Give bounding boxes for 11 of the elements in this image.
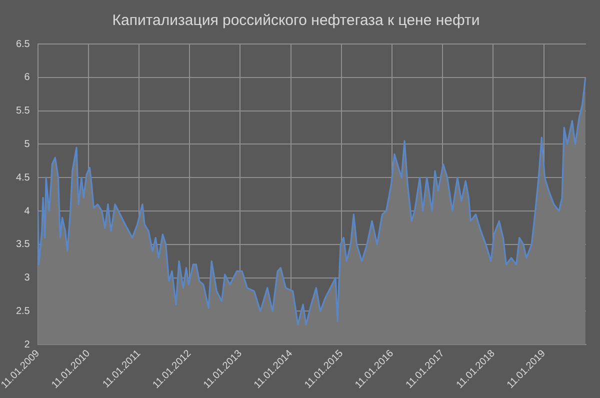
y-tick-label: 3 <box>24 272 30 284</box>
y-tick-label: 3.5 <box>16 239 30 250</box>
y-tick-label: 2 <box>24 339 30 350</box>
y-tick-label: 4 <box>24 206 30 217</box>
y-tick-label: 6.5 <box>16 38 30 50</box>
chart-title: Капитализация российского нефтегаза к цене нефти <box>112 12 480 30</box>
y-tick-label: 2.5 <box>16 306 30 317</box>
y-tick-label: 4.5 <box>16 172 30 184</box>
y-tick-label: 6 <box>24 72 30 84</box>
y-tick-label: 5.5 <box>16 106 30 117</box>
y-tick-label: 5 <box>24 138 30 150</box>
